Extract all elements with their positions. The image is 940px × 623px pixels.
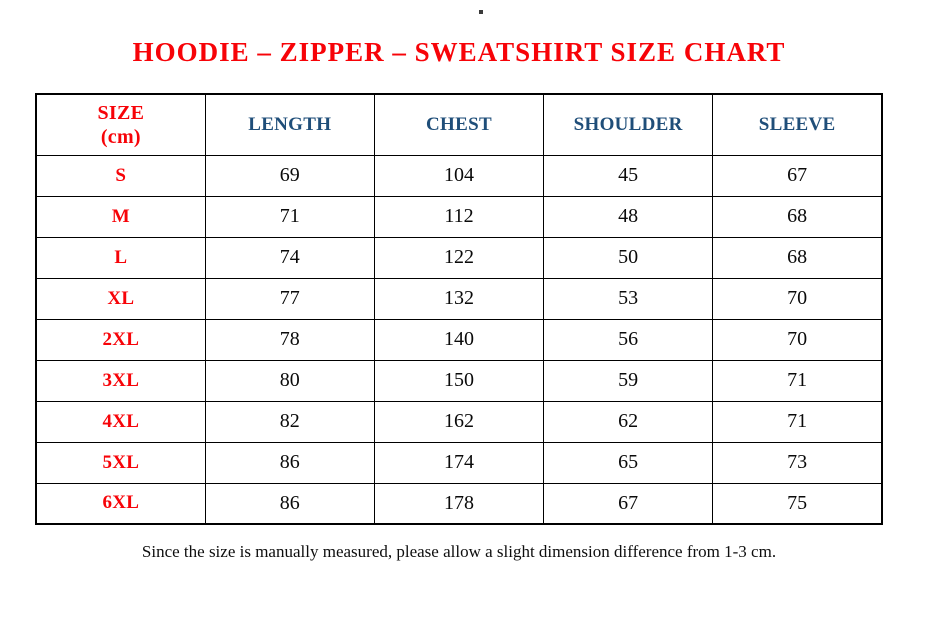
- size-label: 4XL: [35, 400, 206, 443]
- size-label: 5XL: [35, 441, 206, 484]
- table-row: 3XL 80 150 59 71: [35, 359, 883, 402]
- table-row: XL 77 132 53 70: [35, 277, 883, 320]
- measurement-cell: 48: [543, 195, 714, 238]
- measurement-cell: 71: [204, 195, 375, 238]
- measurement-cell: 112: [373, 195, 545, 238]
- size-label: XL: [35, 277, 206, 320]
- measurement-cell: 150: [373, 359, 545, 402]
- table-row: 5XL 86 174 65 73: [35, 441, 883, 484]
- measurement-cell: 140: [373, 318, 545, 361]
- measurement-cell: 74: [204, 236, 375, 279]
- size-header-line2: (cm): [100, 125, 141, 148]
- measurement-cell: 50: [543, 236, 714, 279]
- measurement-cell: 68: [712, 195, 883, 238]
- measurement-cell: 65: [543, 441, 714, 484]
- measurement-cell: 178: [373, 482, 545, 525]
- measurement-cell: 174: [373, 441, 545, 484]
- measurement-cell: 53: [543, 277, 714, 320]
- size-label: 2XL: [35, 318, 206, 361]
- table-row: 6XL 86 178 67 75: [35, 482, 883, 525]
- size-chart-page: HOODIE – ZIPPER – SWEATSHIRT SIZE CHART …: [35, 0, 883, 562]
- measurement-cell: 86: [204, 482, 375, 525]
- measurement-cell: 45: [543, 154, 714, 197]
- measurement-cell: 70: [712, 277, 883, 320]
- column-header-sleeve: SLEEVE: [712, 93, 883, 156]
- table-row: 4XL 82 162 62 71: [35, 400, 883, 443]
- table-row: L 74 122 50 68: [35, 236, 883, 279]
- page-title: HOODIE – ZIPPER – SWEATSHIRT SIZE CHART: [132, 37, 786, 67]
- header-row: SIZE (cm) LENGTH CHEST SHOULDER SLEEVE: [35, 93, 883, 156]
- measurement-cell: 67: [543, 482, 714, 525]
- measurement-cell: 62: [543, 400, 714, 443]
- column-header-chest: CHEST: [373, 93, 545, 156]
- measurement-cell: 70: [712, 318, 883, 361]
- size-header-line1: SIZE: [97, 101, 145, 124]
- measurement-cell: 122: [373, 236, 545, 279]
- size-label: 6XL: [35, 482, 206, 525]
- measurement-cell: 75: [712, 482, 883, 525]
- size-chart-table: SIZE (cm) LENGTH CHEST SHOULDER SLEEVE S…: [35, 93, 883, 525]
- measurement-cell: 59: [543, 359, 714, 402]
- size-label: L: [35, 236, 206, 279]
- measurement-cell: 132: [373, 277, 545, 320]
- measurement-cell: 80: [204, 359, 375, 402]
- measurement-cell: 69: [204, 154, 375, 197]
- column-header-shoulder: SHOULDER: [543, 93, 714, 156]
- table-row: S 69 104 45 67: [35, 154, 883, 197]
- measurement-cell: 68: [712, 236, 883, 279]
- table-row: M 71 112 48 68: [35, 195, 883, 238]
- measurement-cell: 86: [204, 441, 375, 484]
- table-row: 2XL 78 140 56 70: [35, 318, 883, 361]
- table-header: SIZE (cm) LENGTH CHEST SHOULDER SLEEVE: [35, 93, 883, 156]
- column-header-length: LENGTH: [204, 93, 375, 156]
- measurement-cell: 82: [204, 400, 375, 443]
- measurement-cell: 56: [543, 318, 714, 361]
- size-table-body: S 69 104 45 67 M 71 112 48 68 L 74 122 50 68 XL 77 132 53 7…: [35, 154, 883, 525]
- measurement-cell: 78: [204, 318, 375, 361]
- measurement-cell: 104: [373, 154, 545, 197]
- size-label: 3XL: [35, 359, 206, 402]
- measurement-cell: 71: [712, 400, 883, 443]
- measurement-cell: 77: [204, 277, 375, 320]
- measurement-cell: 67: [712, 154, 883, 197]
- footnote: Since the size is manually measured, ple…: [141, 542, 777, 561]
- size-label: S: [35, 154, 206, 197]
- measurement-cell: 162: [373, 400, 545, 443]
- measurement-cell: 73: [712, 441, 883, 484]
- column-header-size: SIZE (cm): [35, 93, 206, 156]
- measurement-cell: 71: [712, 359, 883, 402]
- stray-dot-mark: [479, 10, 483, 14]
- size-label: M: [35, 195, 206, 238]
